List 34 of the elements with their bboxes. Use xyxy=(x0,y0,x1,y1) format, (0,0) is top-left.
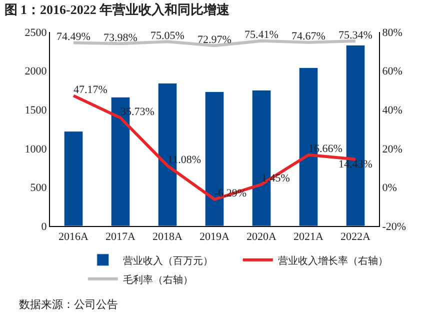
x-tick-label: 2016A xyxy=(58,231,89,244)
data-label: 74.67% xyxy=(292,30,326,43)
data-label: 75.41% xyxy=(244,29,278,42)
y-tick-label: 2500 xyxy=(24,26,48,39)
data-label: 73.98% xyxy=(104,32,138,44)
data-label: 75.34% xyxy=(338,29,372,42)
data-label: 75.05% xyxy=(150,30,184,42)
y2-tick-label: 0% xyxy=(382,182,397,194)
y-tick-label: 2000 xyxy=(24,66,48,78)
legend-label: 营业收入增长率（右轴） xyxy=(278,254,388,267)
y2-tick-label: 40% xyxy=(382,104,402,116)
y-tick-label: 500 xyxy=(30,182,48,194)
x-tick-label: 2018A xyxy=(152,231,183,244)
y-tick-label: 1500 xyxy=(24,104,48,116)
data-label: 72.97% xyxy=(198,34,232,46)
y2-tick-label: 20% xyxy=(382,143,402,156)
y-tick-label: 1000 xyxy=(24,143,48,156)
chart-title: 图 1：2016-2022 年营业收入和同比增速 xyxy=(4,2,231,17)
source-note: 数据来源：公司公告 xyxy=(19,298,118,311)
legend-label: 营业收入（百万元） xyxy=(122,254,213,267)
data-label: -6.29% xyxy=(214,188,247,200)
y2-tick-label: 80% xyxy=(382,26,402,39)
data-label: 74.49% xyxy=(56,30,90,43)
x-tick-label: 2017A xyxy=(106,231,136,244)
x-tick-label: 2019A xyxy=(200,231,230,244)
y2-tick-label: 60% xyxy=(382,66,402,78)
y-tick-label: 0 xyxy=(41,220,48,233)
y2-tick-label: -20% xyxy=(382,220,406,233)
legend-label: 毛利率（右轴） xyxy=(122,274,193,286)
x-tick-label: 2022A xyxy=(340,231,371,244)
data-label: 47.17% xyxy=(74,84,108,96)
x-tick-label: 2020A xyxy=(246,231,277,244)
x-tick-label: 2021A xyxy=(294,231,324,244)
bar xyxy=(64,131,84,226)
